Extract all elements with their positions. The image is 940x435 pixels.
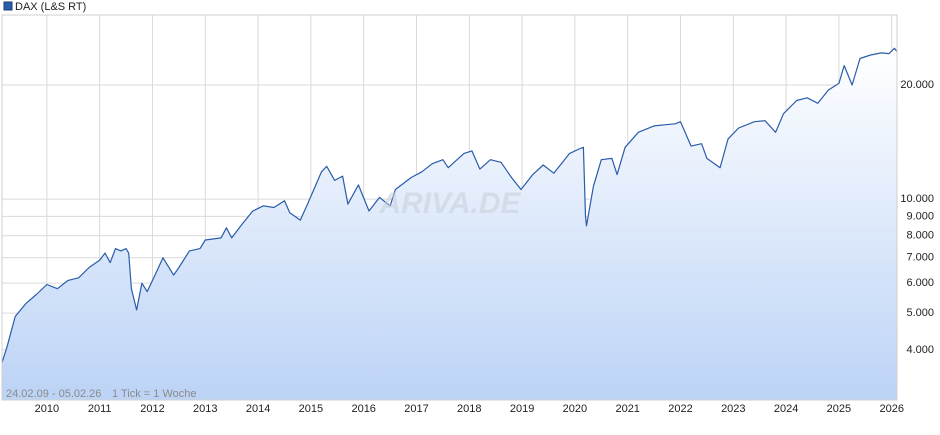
x-tick-label: 2025: [827, 403, 851, 415]
y-tick-label: 9.000: [906, 210, 934, 222]
legend-label: DAX (L&S RT): [15, 1, 86, 13]
tick-note: 1 Tick = 1 Woche: [112, 388, 196, 400]
x-tick-label: 2012: [140, 403, 164, 415]
x-tick-label: 2017: [404, 403, 428, 415]
legend-swatch: [3, 1, 13, 11]
x-tick-label: 2021: [615, 403, 639, 415]
x-tick-label: 2016: [351, 403, 375, 415]
x-tick-label: 2014: [246, 403, 270, 415]
y-tick-label: 20.000: [900, 79, 934, 91]
data-layer: [1, 47, 898, 401]
x-tick-label: 2018: [457, 403, 481, 415]
x-tick-label: 2013: [193, 403, 217, 415]
x-tick-label: 2019: [510, 403, 534, 415]
x-tick-label: 2024: [774, 403, 798, 415]
date-range: 24.02.09 - 05.02.26: [6, 388, 101, 400]
x-tick-label: 2022: [668, 403, 692, 415]
x-tick-label: 2015: [299, 403, 323, 415]
y-tick-label: 7.000: [906, 252, 934, 264]
y-tick-label: 6.000: [906, 277, 934, 289]
x-tick-label: 2020: [563, 403, 587, 415]
x-tick-label: 2023: [721, 403, 745, 415]
watermark: ARIVA.DE: [378, 187, 521, 220]
y-tick-label: 8.000: [906, 230, 934, 242]
area: [2, 48, 897, 401]
x-tick-label: 2011: [88, 403, 112, 415]
x-tick-label: 2026: [879, 403, 903, 415]
y-tick-label: 5.000: [906, 307, 934, 319]
y-tick-label: 4.000: [906, 344, 934, 356]
line: [1, 47, 898, 363]
x-tick-label: 2010: [35, 403, 59, 415]
y-tick-label: 10.000: [900, 193, 934, 205]
plot-frame: [1, 14, 898, 401]
